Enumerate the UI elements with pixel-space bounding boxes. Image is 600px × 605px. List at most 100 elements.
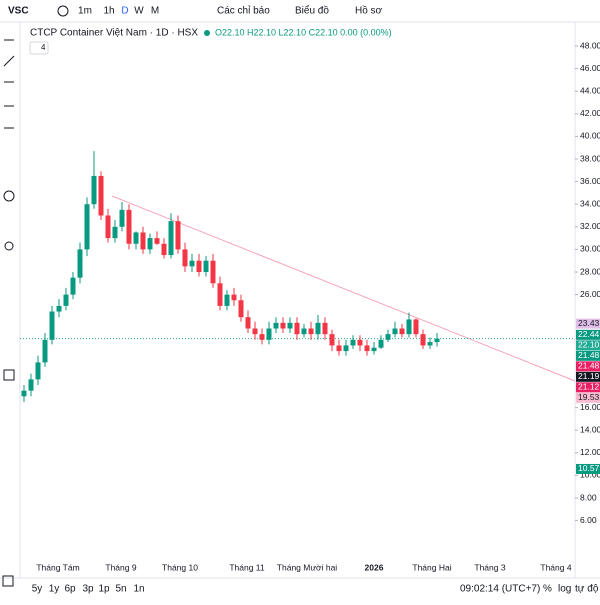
candle-body (217, 283, 223, 306)
interval[interactable]: M (151, 6, 159, 17)
candle-body (315, 322, 321, 335)
price-badge-label: 19.53 (578, 392, 600, 402)
candle-body (84, 204, 90, 250)
y-tick-label: 32.00 (580, 221, 600, 231)
candle-body (154, 238, 160, 244)
price-badge-label: 21.12 (578, 382, 600, 392)
y-tick-label: 6.00 (580, 515, 597, 525)
indicators[interactable]: Các chỉ báo (217, 5, 270, 17)
candle-body (406, 319, 412, 335)
candle-body (196, 260, 202, 272)
candle-body (238, 300, 244, 318)
range[interactable]: 6p (64, 584, 76, 595)
candle-body (343, 345, 349, 352)
trend-line (111, 195, 576, 382)
x-tick-label: Tháng Hai (412, 562, 451, 572)
candle-body (378, 339, 384, 348)
candle-body (413, 319, 419, 335)
y-tick-label: 14.00 (580, 424, 600, 434)
candle-body (266, 328, 272, 340)
candle-body (63, 294, 69, 306)
collapse-button[interactable] (29, 41, 49, 55)
x-tick-label: Tháng 10 (162, 562, 198, 572)
candle-body (371, 347, 377, 352)
candle-body (245, 317, 251, 329)
price-badge-label: 21.48 (578, 361, 600, 371)
y-tick-label: 8.00 (580, 492, 597, 502)
candle-body (91, 175, 97, 205)
y-tick-label: 48.00 (580, 40, 600, 50)
interval[interactable]: 1m (78, 6, 92, 17)
interval[interactable]: 1h (103, 6, 114, 17)
candle-body (56, 305, 62, 312)
y-tick-label: 42.00 (580, 108, 600, 118)
candle-body (259, 334, 265, 340)
candle-body (329, 334, 335, 346)
candle-body (308, 328, 314, 335)
y-tick-label: 10.00 (580, 470, 600, 480)
add-icon[interactable] (57, 5, 69, 17)
candle-body (161, 243, 167, 256)
auto-toggle[interactable]: tự độ (575, 584, 599, 595)
candle-body (399, 328, 405, 335)
x-tick-label: Tháng 9 (105, 562, 136, 572)
range[interactable]: 3p (82, 584, 94, 595)
y-tick-label: 40.00 (580, 131, 600, 141)
interval[interactable]: D (121, 6, 128, 17)
symbol[interactable]: VSC (8, 6, 29, 17)
price-badge (576, 382, 600, 393)
candle-body (420, 334, 426, 346)
symbol-name: CTCP Container Việt Nam · 1D · HSX (30, 28, 198, 39)
candle-body (126, 209, 132, 244)
price-badge-label: 21.48 (578, 350, 600, 360)
candle-body (98, 175, 104, 216)
y-tick-label: 34.00 (580, 198, 600, 208)
candle-body (42, 339, 48, 363)
candle-body (322, 322, 328, 335)
price-badge-label: 23.43 (578, 318, 600, 328)
x-tick-label: Tháng 3 (474, 562, 505, 572)
candle-body (70, 277, 76, 295)
candle-body (119, 209, 125, 227)
tool-icon[interactable] (3, 55, 15, 67)
log-toggle[interactable]: log (558, 584, 571, 595)
tool-icon[interactable] (3, 190, 15, 202)
x-tick-label: Tháng 4 (540, 562, 571, 572)
candle-body (189, 260, 195, 267)
candle-body (147, 238, 153, 250)
candle-body (336, 345, 342, 352)
chart-menu[interactable]: Biểu đồ (295, 5, 329, 17)
price-badge (576, 329, 600, 340)
collapse-count[interactable]: 4 (41, 43, 46, 52)
candle-body (252, 328, 258, 335)
y-tick-label: 28.00 (580, 266, 600, 276)
x-tick-label: Tháng Mười hai (277, 562, 338, 572)
layers-icon[interactable] (2, 575, 14, 587)
range[interactable]: 1n (133, 584, 144, 595)
range[interactable]: 1p (98, 584, 110, 595)
interval[interactable]: W (134, 6, 144, 17)
x-tick-label: Tháng Tám (36, 562, 79, 572)
candle-body (280, 322, 286, 329)
tool-icon[interactable] (4, 241, 14, 251)
candle-body (49, 311, 55, 340)
y-tick-label: 36.00 (580, 176, 600, 186)
candle-body (140, 232, 146, 250)
candle-body (168, 221, 174, 256)
tool-icon[interactable] (3, 369, 15, 381)
candle-body (231, 294, 237, 301)
candle-body (105, 215, 111, 239)
y-tick-label: 12.00 (580, 447, 600, 457)
price-badge-label: 22.10 (578, 340, 600, 350)
profile[interactable]: Hồ sơ (355, 5, 383, 17)
percent-toggle[interactable]: % (543, 584, 552, 595)
candle-body (175, 221, 181, 250)
candle-body (203, 260, 209, 272)
candle-body (273, 322, 279, 329)
range[interactable]: 1y (49, 584, 60, 595)
range[interactable]: 5n (115, 584, 126, 595)
range[interactable]: 5y (32, 584, 43, 595)
candle-body (210, 260, 216, 284)
